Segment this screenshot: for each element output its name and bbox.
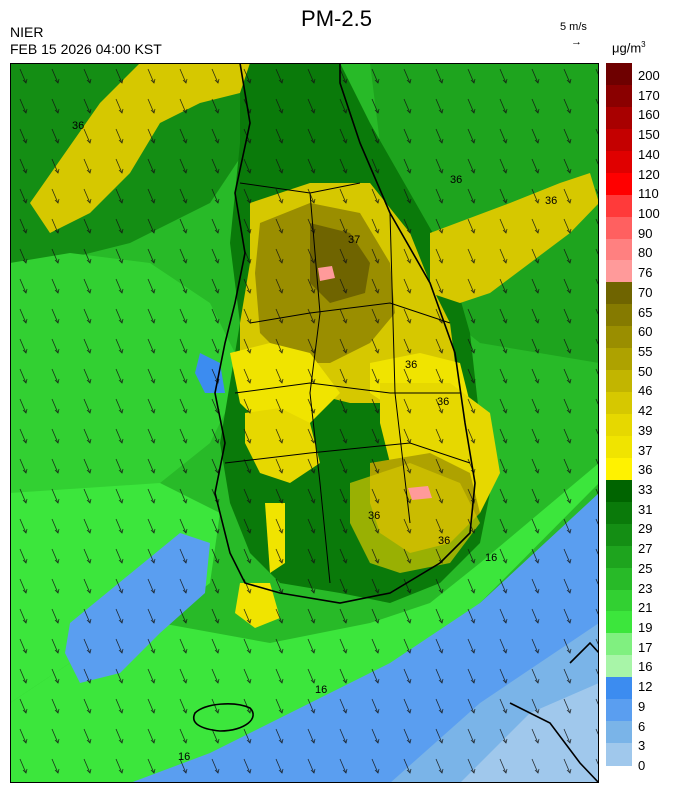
- contour-labels: 36 36 36 37 36 36 36 36 16 16 16: [72, 120, 557, 763]
- legend-swatch: [606, 84, 632, 108]
- legend-swatch: [606, 304, 632, 327]
- agency-name: NIER: [10, 24, 44, 40]
- legend-swatch: [606, 150, 632, 174]
- legend-label: 27: [638, 541, 653, 557]
- legend-swatch: [606, 282, 632, 305]
- legend-swatch: [606, 611, 632, 634]
- coastline-jeju: [193, 703, 254, 732]
- legend-label: 160: [638, 107, 660, 123]
- legend-label: 36: [638, 462, 653, 478]
- legend-swatch: [606, 370, 632, 393]
- legend-label: 29: [638, 521, 653, 537]
- legend-label: 65: [638, 304, 653, 320]
- legend-label: 23: [638, 580, 653, 596]
- legend-label: 39: [638, 422, 653, 438]
- legend-swatch: [606, 260, 632, 283]
- legend-swatch: [606, 677, 632, 700]
- legend-swatch: [606, 721, 632, 744]
- contour-label: 16: [178, 751, 190, 763]
- color-legend: [606, 63, 632, 766]
- legend-swatch: [606, 457, 632, 481]
- legend-swatch: [606, 172, 632, 196]
- legend-label: 16: [638, 659, 653, 675]
- province-borders: [224, 182, 471, 584]
- legend-swatch: [606, 479, 632, 503]
- legend-label: 19: [638, 620, 653, 635]
- wind-vector-field: [10, 63, 599, 783]
- legend-label: 46: [638, 383, 653, 399]
- coastline-peninsula: [214, 63, 476, 604]
- contour-label: 36: [368, 510, 380, 522]
- legend-swatch: [606, 216, 632, 239]
- pm25-map: 36 36 36 37 36 36 36 36 16 16 16: [10, 63, 599, 783]
- legend-label: 9: [638, 698, 646, 714]
- legend-swatch: [606, 435, 632, 459]
- legend-swatch: [606, 348, 632, 371]
- legend-swatch: [606, 238, 632, 261]
- contour-label: 36: [450, 174, 462, 186]
- map-title: PM-2.5: [301, 6, 372, 31]
- contour-label: 36: [405, 359, 417, 371]
- legend-label: 37: [638, 442, 653, 458]
- wind-scale-arrow-icon: →: [571, 36, 582, 48]
- legend-swatch: [606, 567, 632, 590]
- legend-label: 110: [638, 186, 659, 202]
- legend-swatch: [606, 194, 632, 218]
- legend-label: 80: [638, 245, 653, 261]
- legend-label: 50: [638, 363, 653, 379]
- legend-label: 60: [638, 324, 653, 340]
- legend-swatch: [606, 106, 632, 130]
- legend-swatch: [606, 414, 632, 437]
- contour-label: 36: [72, 120, 84, 132]
- legend-swatch: [606, 326, 632, 349]
- legend-swatch: [606, 589, 632, 612]
- legend-label: 21: [638, 600, 653, 616]
- legend-label: 3: [638, 738, 646, 754]
- legend-label: 42: [638, 403, 653, 419]
- legend-swatch: [606, 545, 632, 569]
- legend-label: 12: [638, 679, 653, 695]
- legend-swatch: [606, 523, 632, 547]
- legend-label: 120: [638, 166, 660, 182]
- unit-text: μg/m: [612, 40, 642, 56]
- legend-label: 150: [638, 127, 660, 143]
- legend-label: 6: [638, 718, 646, 734]
- legend-swatch: [606, 743, 632, 766]
- legend-swatch: [606, 655, 632, 678]
- legend-swatch: [606, 392, 632, 415]
- legend-swatch: [606, 699, 632, 722]
- wind-scale-label: 5 m/s: [560, 21, 587, 33]
- legend-label: 76: [638, 265, 653, 281]
- legend-swatch: [606, 501, 632, 525]
- contour-label: 16: [485, 552, 497, 564]
- legend-label: 17: [638, 639, 653, 655]
- legend-label: 140: [638, 146, 660, 162]
- legend-label: 170: [638, 87, 660, 103]
- unit-label: μg/m3: [612, 40, 646, 55]
- contour-label: 36: [545, 195, 557, 207]
- legend-label: 25: [638, 560, 653, 576]
- legend-label: 55: [638, 344, 653, 359]
- legend-label: 70: [638, 284, 653, 300]
- map-frame: [10, 63, 599, 783]
- coastline-japan: [509, 641, 599, 783]
- contour-label: 36: [438, 535, 450, 547]
- agency-block: NIER FEB 15 2026 04:00 KST: [10, 24, 162, 58]
- legend-label: 100: [638, 206, 660, 221]
- legend-label: 33: [638, 482, 653, 497]
- legend-swatch: [606, 128, 632, 152]
- legend-label: 31: [638, 501, 653, 517]
- legend-label: 200: [638, 68, 660, 83]
- legend-label: 90: [638, 225, 653, 241]
- legend-label: 0: [638, 758, 646, 773]
- contour-label: 37: [348, 234, 360, 246]
- contour-label: 36: [437, 396, 449, 408]
- contour-label: 16: [315, 684, 327, 696]
- unit-exponent: 3: [641, 40, 646, 49]
- legend-swatch: [606, 63, 632, 86]
- forecast-timestamp: FEB 15 2026 04:00 KST: [10, 41, 162, 57]
- legend-swatch: [606, 633, 632, 656]
